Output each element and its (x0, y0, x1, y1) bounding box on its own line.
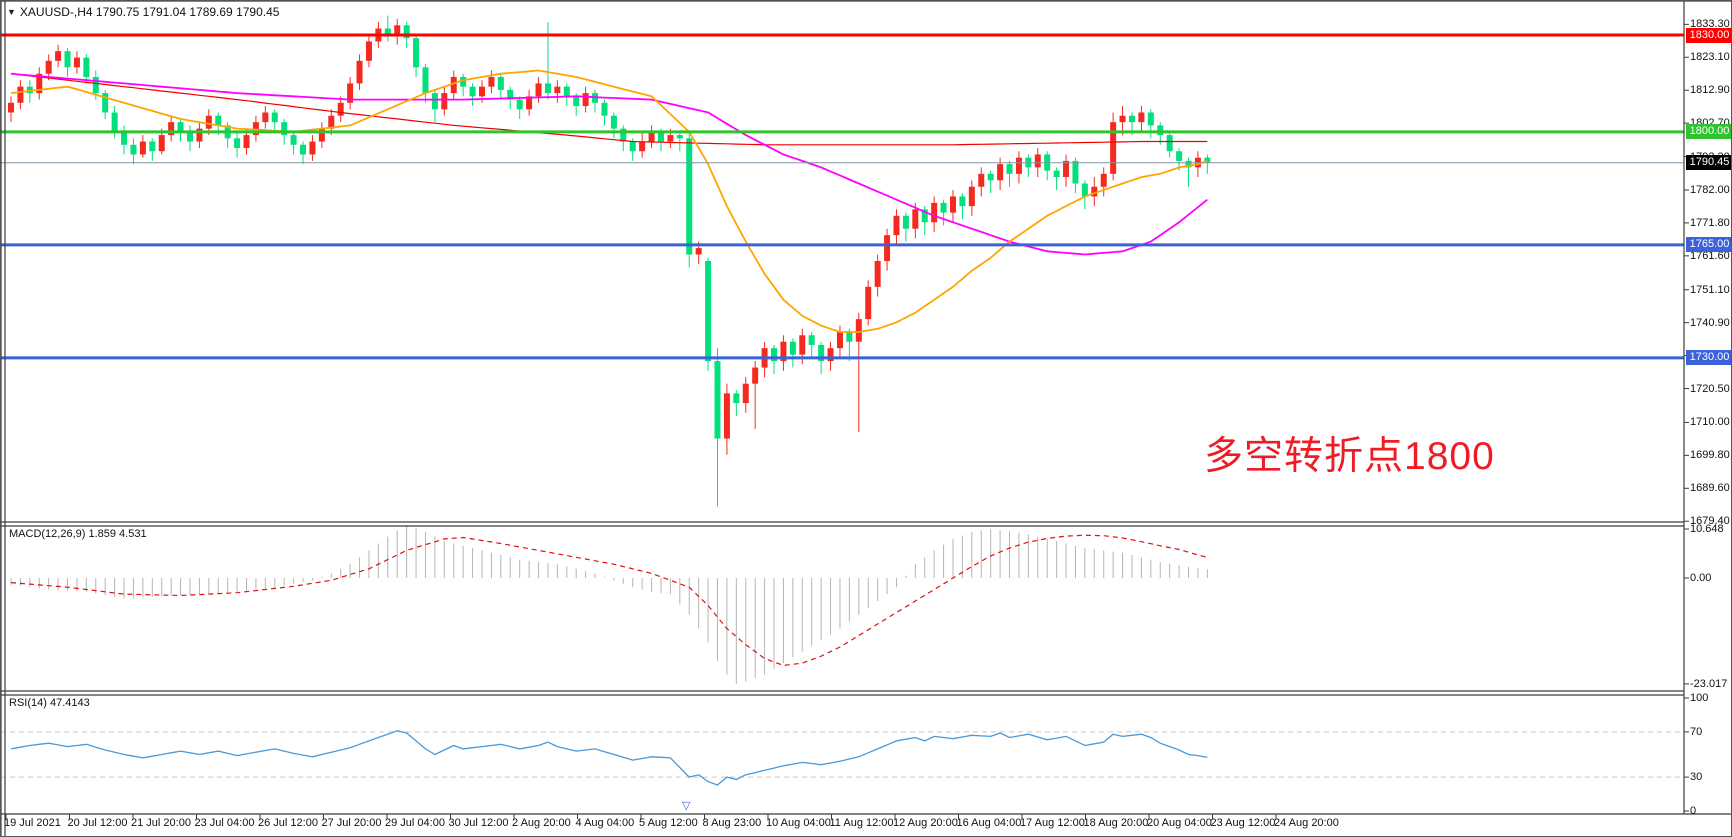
price-tick-label: 1699.80 (1690, 449, 1730, 462)
time-axis-label: 27 Jul 20:00 (321, 817, 382, 829)
price-tick-label: 1782.00 (1690, 183, 1730, 196)
rsi-indicator-label: RSI(14) 47.4143 (9, 697, 90, 709)
macd-indicator-label: MACD(12,26,9) 1.859 4.531 (9, 528, 147, 540)
time-axis-label: 23 Jul 04:00 (194, 817, 255, 829)
symbol-ohlc-text: XAUUSD-,H4 1790.75 1791.04 1789.69 1790.… (19, 5, 280, 19)
price-tick-label: 1679.40 (1690, 515, 1730, 528)
time-axis-label: 23 Aug 12:00 (1210, 817, 1276, 829)
time-axis-label: 10 Aug 04:00 (766, 817, 831, 829)
time-axis-label: 20 Aug 04:00 (1147, 817, 1212, 829)
chart-shift-marker-icon[interactable]: ▽ (682, 800, 691, 812)
time-axis-label: 21 Jul 20:00 (131, 817, 191, 829)
time-axis-label: 16 Aug 04:00 (956, 817, 1022, 829)
macd-layer (10, 525, 1208, 684)
level-price-badge: 1830.00 (1686, 27, 1731, 43)
time-axis-label: 26 Jul 12:00 (258, 817, 318, 829)
macd-tick-label: -23.017 (1690, 677, 1728, 690)
price-tick-label: 1720.50 (1690, 382, 1730, 395)
time-axis-label: 5 Aug 12:00 (639, 817, 698, 829)
price-tick-label: 1771.80 (1690, 216, 1730, 229)
time-axis-label: 2 Aug 20:00 (512, 817, 571, 829)
chart-annotation-text: 多空转折点1800 (1204, 435, 1495, 478)
time-axis-label: 17 Aug 12:00 (1020, 817, 1085, 829)
level-price-badge: 1765.00 (1686, 237, 1731, 253)
price-tick-label: 1761.60 (1690, 249, 1730, 262)
time-axis-label: 4 Aug 04:00 (575, 817, 635, 829)
rsi-tick-label: 70 (1690, 725, 1703, 738)
symbol-header: ▼ XAUUSD-,H4 1790.75 1791.04 1789.69 1790… (7, 5, 279, 19)
symbol-dropdown-icon[interactable]: ▼ (7, 7, 16, 17)
time-axis-label: 30 Jul 12:00 (448, 817, 509, 829)
current-price-badge: 1790.45 (1686, 155, 1731, 171)
price-tick-label: 1812.90 (1690, 84, 1730, 97)
rsi-tick-label: 0 (1690, 805, 1697, 817)
price-tick-label: 1833.30 (1690, 18, 1730, 31)
level-price-badge: 1730.00 (1686, 350, 1731, 366)
macd-tick-label: 0.00 (1690, 572, 1712, 584)
macd-tick-label: 10.648 (1690, 523, 1724, 536)
time-axis-label: 18 Aug 20:00 (1083, 817, 1149, 829)
time-axis-label: 12 Aug 20:00 (893, 817, 958, 829)
price-tick-label: 1740.90 (1690, 316, 1730, 329)
time-axis-label: 19 Jul 2021 (4, 817, 61, 829)
level-price-badge: 1800.00 (1686, 124, 1731, 140)
price-tick-label: 1823.10 (1690, 51, 1730, 64)
rsi-tick-label: 100 (1690, 692, 1709, 704)
time-axis-label: 24 Aug 20:00 (1274, 817, 1339, 829)
rsi-tick-label: 30 (1690, 771, 1703, 784)
price-tick-label: 1751.10 (1690, 283, 1730, 296)
price-tick-label: 1710.00 (1690, 416, 1730, 429)
time-axis-label: 11 Aug 12:00 (829, 817, 894, 829)
price-tick-label: 1689.60 (1690, 482, 1730, 495)
time-axis-label: 29 Jul 04:00 (385, 817, 445, 829)
time-axis-label: 20 Jul 12:00 (67, 817, 128, 829)
time-axis-label: 8 Aug 23:00 (702, 817, 762, 829)
